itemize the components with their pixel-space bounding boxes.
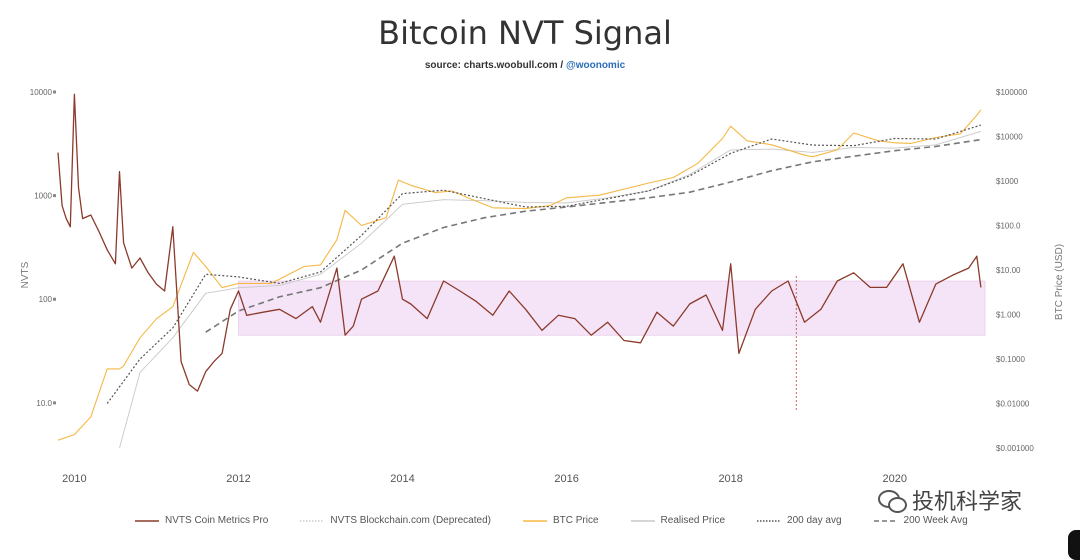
legend-swatch — [630, 519, 655, 522]
x-tick-label: 2014 — [390, 473, 414, 485]
legend-item[interactable]: 200 day avg — [757, 515, 842, 526]
x-tick-label: 2010 — [62, 473, 86, 485]
left-tick-mark — [53, 297, 56, 301]
right-tick-label: $10.00 — [996, 266, 1021, 275]
corner-decoration — [1068, 530, 1080, 560]
right-tick-label: $100.0 — [996, 222, 1021, 231]
left-tick-label: 1000 — [34, 192, 52, 201]
left-tick-label: 10000 — [30, 88, 53, 97]
x-tick-label: 2020 — [883, 473, 907, 485]
right-tick-label: $100000 — [996, 88, 1028, 97]
left-tick-label: 10.0 — [36, 399, 52, 408]
wechat-watermark: 投机科学家 — [878, 484, 1022, 516]
right-tick-label: $0.01000 — [996, 400, 1030, 409]
right-tick-label: $10000 — [996, 133, 1023, 142]
legend-label: NVTS Coin Metrics Pro — [165, 515, 269, 526]
right-tick-label: $1000 — [996, 177, 1019, 186]
legend-label: NVTS Blockchain.com (Deprecated) — [330, 515, 491, 526]
source-prefix: source: charts.woobull.com / — [424, 60, 566, 71]
series-nvts-coin-metrics-pro — [57, 93, 982, 392]
right-tick-label: $0.001000 — [996, 444, 1034, 453]
legend-swatch — [757, 519, 782, 522]
legend-label: BTC Price — [552, 515, 599, 526]
legend-swatch — [522, 519, 547, 522]
x-tick-label: 2012 — [226, 473, 250, 485]
right-tick-label: $0.1000 — [996, 355, 1025, 364]
legend-swatch — [300, 519, 325, 522]
x-tick-label: 2016 — [554, 473, 578, 485]
series-200-week-avg — [205, 138, 982, 333]
legend-item[interactable]: Realised Price — [630, 515, 726, 526]
chart-title: Bitcoin NVT Signal — [378, 14, 672, 52]
y-left-axis-label: NVTS — [20, 261, 31, 288]
legend-label: 200 Week Avg — [903, 515, 968, 526]
legend-item[interactable]: BTC Price — [522, 515, 599, 526]
legend-label: Realised Price — [660, 515, 726, 526]
legend-item[interactable]: 200 Week Avg — [873, 515, 968, 526]
left-tick-label: 100 — [39, 295, 53, 304]
right-tick-label: $1.000 — [996, 311, 1021, 320]
chart-source: source: charts.woobull.com / @woonomic — [0, 60, 1050, 71]
x-tick-label: 2018 — [718, 473, 742, 485]
left-tick-mark — [53, 401, 56, 405]
series-btc-price — [57, 109, 982, 441]
series-realised-price — [119, 130, 982, 449]
y-right-axis-label: BTC Price (USD) — [1054, 244, 1065, 320]
legend-label: 200 day avg — [787, 515, 842, 526]
left-tick-mark — [53, 90, 56, 94]
source-handle-link[interactable]: @woonomic — [565, 60, 626, 71]
chart-legend: NVTS Coin Metrics Pro NVTS Blockchain.com… — [135, 515, 1000, 526]
watermark-text: 投机科学家 — [912, 490, 1023, 515]
wechat-icon — [878, 488, 907, 513]
legend-swatch — [135, 519, 159, 522]
left-tick-mark — [53, 194, 56, 198]
legend-item[interactable]: NVTS Blockchain.com (Deprecated) — [300, 515, 491, 526]
nvt-chart: 10000 1000 100 10.0 $100000 $10000 $1000 $100.0… — [20, 88, 1065, 485]
legend-swatch — [873, 519, 898, 522]
legend-item[interactable]: NVTS Coin Metrics Pro — [135, 515, 268, 526]
series-200-day-avg — [106, 124, 982, 404]
